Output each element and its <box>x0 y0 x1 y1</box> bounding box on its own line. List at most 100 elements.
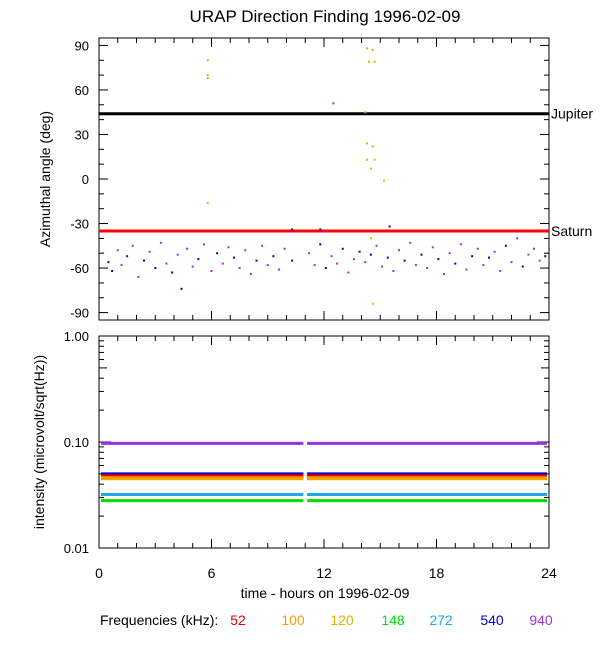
azimuth-point <box>154 267 157 270</box>
azimuth-point <box>533 247 535 250</box>
azimuth-point <box>101 252 104 255</box>
intensity-y-tick-label: 0.01 <box>64 541 89 556</box>
azimuth-point <box>165 262 168 265</box>
azimuth-point <box>238 267 241 270</box>
intensity-panel: 1.00 0.10 0.01 intensity (microvolt/sqrt(H… <box>31 329 550 556</box>
azimuth-point <box>373 60 376 63</box>
azimuth-point <box>369 253 372 256</box>
x-tick-label: 12 <box>316 565 332 581</box>
azimuth-point <box>332 102 335 105</box>
azimuth-point <box>249 272 252 275</box>
azimuth-point <box>358 250 361 253</box>
azimuth-point <box>347 271 350 274</box>
azimuth-point <box>206 59 209 62</box>
frequency-legend-items: 52 100 120 148 272 540 940 <box>230 612 553 628</box>
azimuth-point <box>364 261 367 264</box>
azimuth-point <box>291 259 294 262</box>
x-tick-label-group: 0 6 12 18 24 <box>95 38 557 581</box>
azimuth-point <box>366 158 369 161</box>
azimuth-point <box>504 244 507 247</box>
azimuth-point <box>341 247 344 250</box>
azimuth-point <box>443 272 445 275</box>
azimuth-point <box>186 247 189 250</box>
azimuth-point <box>143 259 145 262</box>
frequency-label-120: 120 <box>330 612 354 628</box>
azimuth-point <box>180 287 183 290</box>
intensity-y-tick-label: 1.00 <box>64 329 89 344</box>
azimuth-y-tick-label: 60 <box>75 83 89 98</box>
azimuth-y-tick-label: -90 <box>70 306 89 321</box>
azimuth-point <box>126 255 129 258</box>
reference-line-group: Jupiter Saturn <box>99 106 593 239</box>
azimuth-point <box>454 262 457 265</box>
x-tick-label: 6 <box>208 565 216 581</box>
azimuth-point <box>278 268 280 271</box>
azimuth-point <box>319 228 322 231</box>
azimuth-point <box>386 256 389 259</box>
frequency-label-540: 540 <box>480 612 504 628</box>
azimuth-point <box>366 47 369 50</box>
azimuth-point <box>381 265 384 268</box>
azimuth-point <box>373 158 376 161</box>
azimuth-point <box>476 247 479 250</box>
azimuth-point <box>493 250 496 253</box>
azimuth-point <box>388 225 391 228</box>
azimuth-point <box>369 237 372 240</box>
azimuth-point <box>368 60 370 63</box>
azimuth-point <box>482 264 485 267</box>
azimuth-point <box>371 302 374 305</box>
azimuth-point <box>107 261 110 264</box>
azimuth-point <box>206 77 209 80</box>
intensity-y-axis-label: intensity (microvolt/sqrt(Hz)) <box>31 355 47 529</box>
azimuth-point <box>371 48 374 51</box>
frequency-legend-title: Frequencies (kHz): <box>100 612 218 628</box>
azimuth-point <box>116 249 119 252</box>
reference-line-label: Jupiter <box>551 106 593 122</box>
azimuth-point <box>313 264 316 267</box>
x-tick-label: 24 <box>541 565 557 581</box>
azimuth-point <box>308 252 310 255</box>
azimuth-y-tick-label: 30 <box>75 127 89 142</box>
azimuth-point <box>420 253 423 256</box>
azimuth-point <box>210 270 213 273</box>
azimuth-point <box>221 262 224 265</box>
frequency-legend: Frequencies (kHz): 52 100 120 148 272 540 940 <box>100 612 553 628</box>
x-tick-label: 0 <box>95 565 103 581</box>
azimuth-point <box>227 246 230 249</box>
azimuth-point <box>527 253 530 256</box>
azimuth-point <box>319 243 322 246</box>
azimuth-point <box>176 253 179 256</box>
azimuth-point <box>459 243 462 246</box>
azimuth-point-group <box>101 47 547 305</box>
azimuth-point <box>383 179 385 182</box>
azimuth-point <box>336 262 339 265</box>
azimuth-point <box>261 244 264 247</box>
azimuth-tick-group: 90 60 30 0 -30 -60 -90 <box>70 38 549 321</box>
azimuth-point <box>510 261 513 264</box>
azimuth-point <box>171 271 174 274</box>
azimuth-point <box>255 259 258 262</box>
azimuth-point <box>448 252 451 255</box>
azimuth-point <box>371 145 374 148</box>
azimuth-point <box>191 265 194 268</box>
azimuth-plot-frame <box>98 37 550 321</box>
azimuth-point <box>544 255 547 258</box>
frequency-label-272: 272 <box>429 612 453 628</box>
azimuth-point <box>266 264 269 267</box>
azimuth-point <box>272 255 275 258</box>
azimuth-y-tick-label: -60 <box>70 261 89 276</box>
azimuth-point <box>375 244 378 247</box>
frequency-label-148: 148 <box>381 612 405 628</box>
intensity-y-tick-label: 0.10 <box>64 435 89 450</box>
azimuth-point <box>233 256 235 259</box>
azimuth-y-tick-label: 0 <box>82 172 89 187</box>
azimuth-point <box>216 252 219 255</box>
azimuth-point <box>414 264 417 267</box>
azimuth-point <box>244 249 247 252</box>
frequency-label-100: 100 <box>281 612 305 628</box>
azimuth-point <box>369 167 372 170</box>
azimuth-y-tick-label: -30 <box>70 217 89 232</box>
azimuth-point <box>137 275 140 278</box>
azimuth-point <box>364 111 367 114</box>
